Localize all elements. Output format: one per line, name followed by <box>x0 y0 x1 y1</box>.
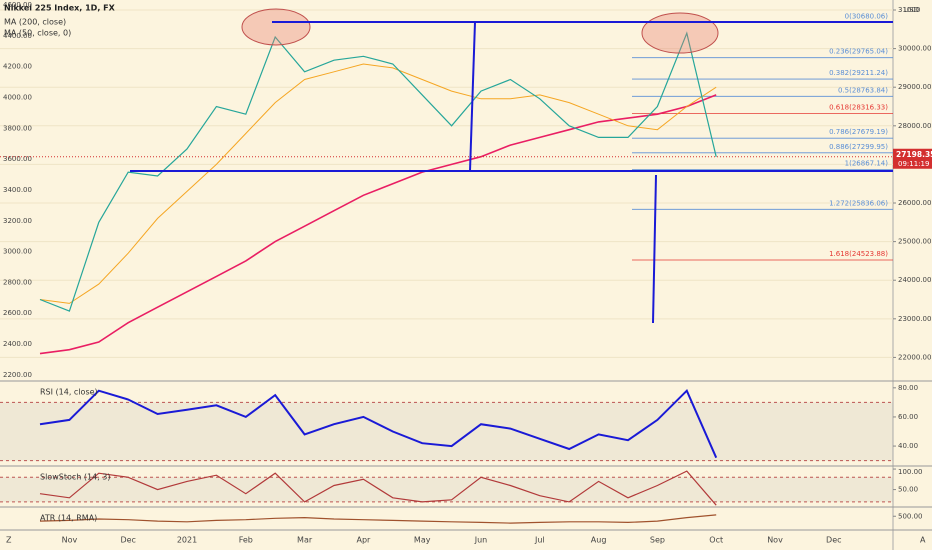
indicator-line <box>39 388 718 459</box>
fib-label: 0.382(29211.24) <box>829 69 888 77</box>
currency: USD <box>904 6 919 14</box>
x-tick-label: Dec <box>826 536 841 545</box>
highlight-ellipse <box>641 12 719 54</box>
y-tick-label: 23000.00 <box>898 315 931 323</box>
x-tick-label: Jun <box>474 536 488 545</box>
fib-label: 0.886(27299.95) <box>829 143 888 151</box>
chart-title: Nikkei 225 Index, 1D, FX <box>4 4 116 13</box>
legend-label: MA (200, close) <box>4 18 66 27</box>
y2-tick-label: 2400.00 <box>3 340 32 348</box>
fib-label: 0.786(27679.19) <box>829 128 888 136</box>
x-tick-label: 2021 <box>177 536 197 545</box>
y2-tick-label: 4400.00 <box>3 32 32 40</box>
x-tick-label: Aug <box>591 536 607 545</box>
indicator-title: RSI (14, close) <box>40 388 98 397</box>
fib-label: 0.5(28763.84) <box>838 86 888 94</box>
y-tick-label: 100.00 <box>898 468 923 476</box>
price-tag-value: 27198.35 <box>896 150 932 159</box>
y-tick-label: 30000.00 <box>898 45 931 53</box>
y2-tick-label: 4000.00 <box>3 93 32 101</box>
x-tick-label: Nov <box>767 536 783 545</box>
fib-label: 1(26867.14) <box>845 160 889 168</box>
x-tick-label: Mar <box>297 536 313 545</box>
indicator-title: ATR (14, RMA) <box>40 514 97 523</box>
x-tick-label: Feb <box>239 536 253 545</box>
price-line <box>39 31 717 312</box>
highlight-ellipse <box>241 8 311 46</box>
fib-label: 0.618(28316.33) <box>829 104 888 112</box>
y-tick-label: 500.00 <box>898 512 923 520</box>
y-tick-label: 26000.00 <box>898 199 931 207</box>
drawing-line <box>469 21 476 172</box>
y-tick-label: 25000.00 <box>898 238 931 246</box>
y2-tick-label: 3800.00 <box>3 124 32 132</box>
indicator-line <box>39 514 717 524</box>
y2-tick-label: 4600.00 <box>3 1 32 9</box>
x-tick-label: May <box>414 536 431 545</box>
y-tick-label: 29000.00 <box>898 83 931 91</box>
y-tick-label: 24000.00 <box>898 276 931 284</box>
y2-tick-label: 3200.00 <box>3 217 32 225</box>
ma-line <box>39 63 717 304</box>
fib-label: 1.618(24523.88) <box>829 250 888 258</box>
legend-label: MA (50, close, 0) <box>4 29 71 38</box>
band-fill <box>0 477 893 502</box>
y2-tick-label: 3400.00 <box>3 186 32 194</box>
y2-tick-label: 3600.00 <box>3 155 32 163</box>
x-tick-label: Dec <box>120 536 135 545</box>
fib-label: 1.272(25836.06) <box>829 199 888 207</box>
x-tick-label: Nov <box>62 536 78 545</box>
indicator-title: SlowStoch (14, 3) <box>40 473 110 482</box>
x-tick-label: Sep <box>650 536 665 545</box>
y-tick-label: 31000 <box>898 6 920 14</box>
x-tick-label: Apr <box>356 536 371 545</box>
ma-line <box>39 94 717 355</box>
y2-tick-label: 4200.00 <box>3 63 32 71</box>
drawing-line <box>652 174 657 324</box>
y2-tick-label: 2600.00 <box>3 309 32 317</box>
y-tick-label: 80.00 <box>898 384 918 392</box>
fib-label: 0(30680.06) <box>845 12 889 20</box>
y2-tick-label: 2800.00 <box>3 278 32 286</box>
fib-label: 0.236(29765.04) <box>829 48 888 56</box>
plot-background <box>0 0 893 530</box>
y-tick-label: 40.00 <box>898 442 918 450</box>
y-tick-label: 50.00 <box>898 486 918 494</box>
y-tick-label: 60.00 <box>898 413 918 421</box>
price-tag <box>893 148 932 169</box>
indicator-line <box>39 470 717 506</box>
band-fill <box>0 402 893 461</box>
price-tag-countdown: 09:11:19 <box>898 160 929 168</box>
y-tick-label: 28000.00 <box>898 122 931 130</box>
x-tick-label: Oct <box>709 536 723 545</box>
y2-tick-label: 2200.00 <box>3 371 32 379</box>
y2-tick-label: 3000.00 <box>3 248 32 256</box>
footer-button[interactable]: A <box>920 536 926 545</box>
x-tick-label: Jul <box>534 536 545 545</box>
y-tick-label: 22000.00 <box>898 353 931 361</box>
footer-button[interactable]: Z <box>6 536 12 545</box>
